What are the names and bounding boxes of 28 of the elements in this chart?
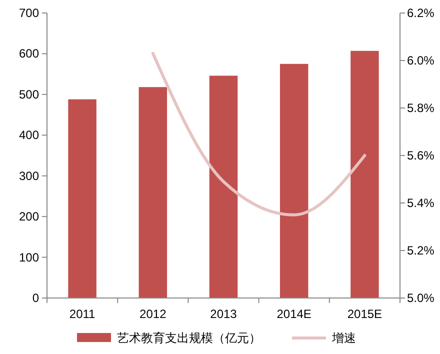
bar [350, 50, 379, 298]
y2-tick-label: 5.4% [407, 196, 435, 210]
y-tick-label: 200 [18, 210, 40, 224]
y2-tick-label: 5.0% [407, 291, 435, 305]
y-tick-label: 500 [18, 87, 40, 102]
x-tick-label: 2011 [69, 307, 96, 321]
y2-tick-label: 5.2% [407, 244, 435, 258]
x-tick-label: 2014E [276, 307, 312, 321]
x-tick-label: 2012 [140, 307, 167, 321]
y-tick-label: 100 [18, 250, 40, 264]
x-tick-label: 2013 [210, 307, 238, 321]
bar [68, 99, 96, 298]
legend-label: 增速 [331, 331, 356, 345]
y-tick-label: 0 [32, 291, 40, 305]
y2-tick-label: 5.6% [407, 148, 435, 162]
bar [209, 76, 238, 298]
bar [280, 64, 308, 298]
bar [138, 87, 168, 298]
y2-tick-label: 6.0% [407, 54, 435, 68]
y2-tick-label: 6.2% [407, 6, 435, 20]
y2-tick-label: 5.8% [407, 101, 435, 115]
legend-label: 艺术教育支出规模（亿元） [117, 331, 261, 345]
line-series [151, 52, 366, 216]
y-tick-label: 700 [18, 6, 40, 20]
y-tick-label: 600 [18, 46, 40, 61]
x-tick-label: 2015E [347, 307, 382, 321]
y-tick-label: 400 [18, 128, 40, 142]
y-tick-label: 300 [18, 168, 40, 183]
